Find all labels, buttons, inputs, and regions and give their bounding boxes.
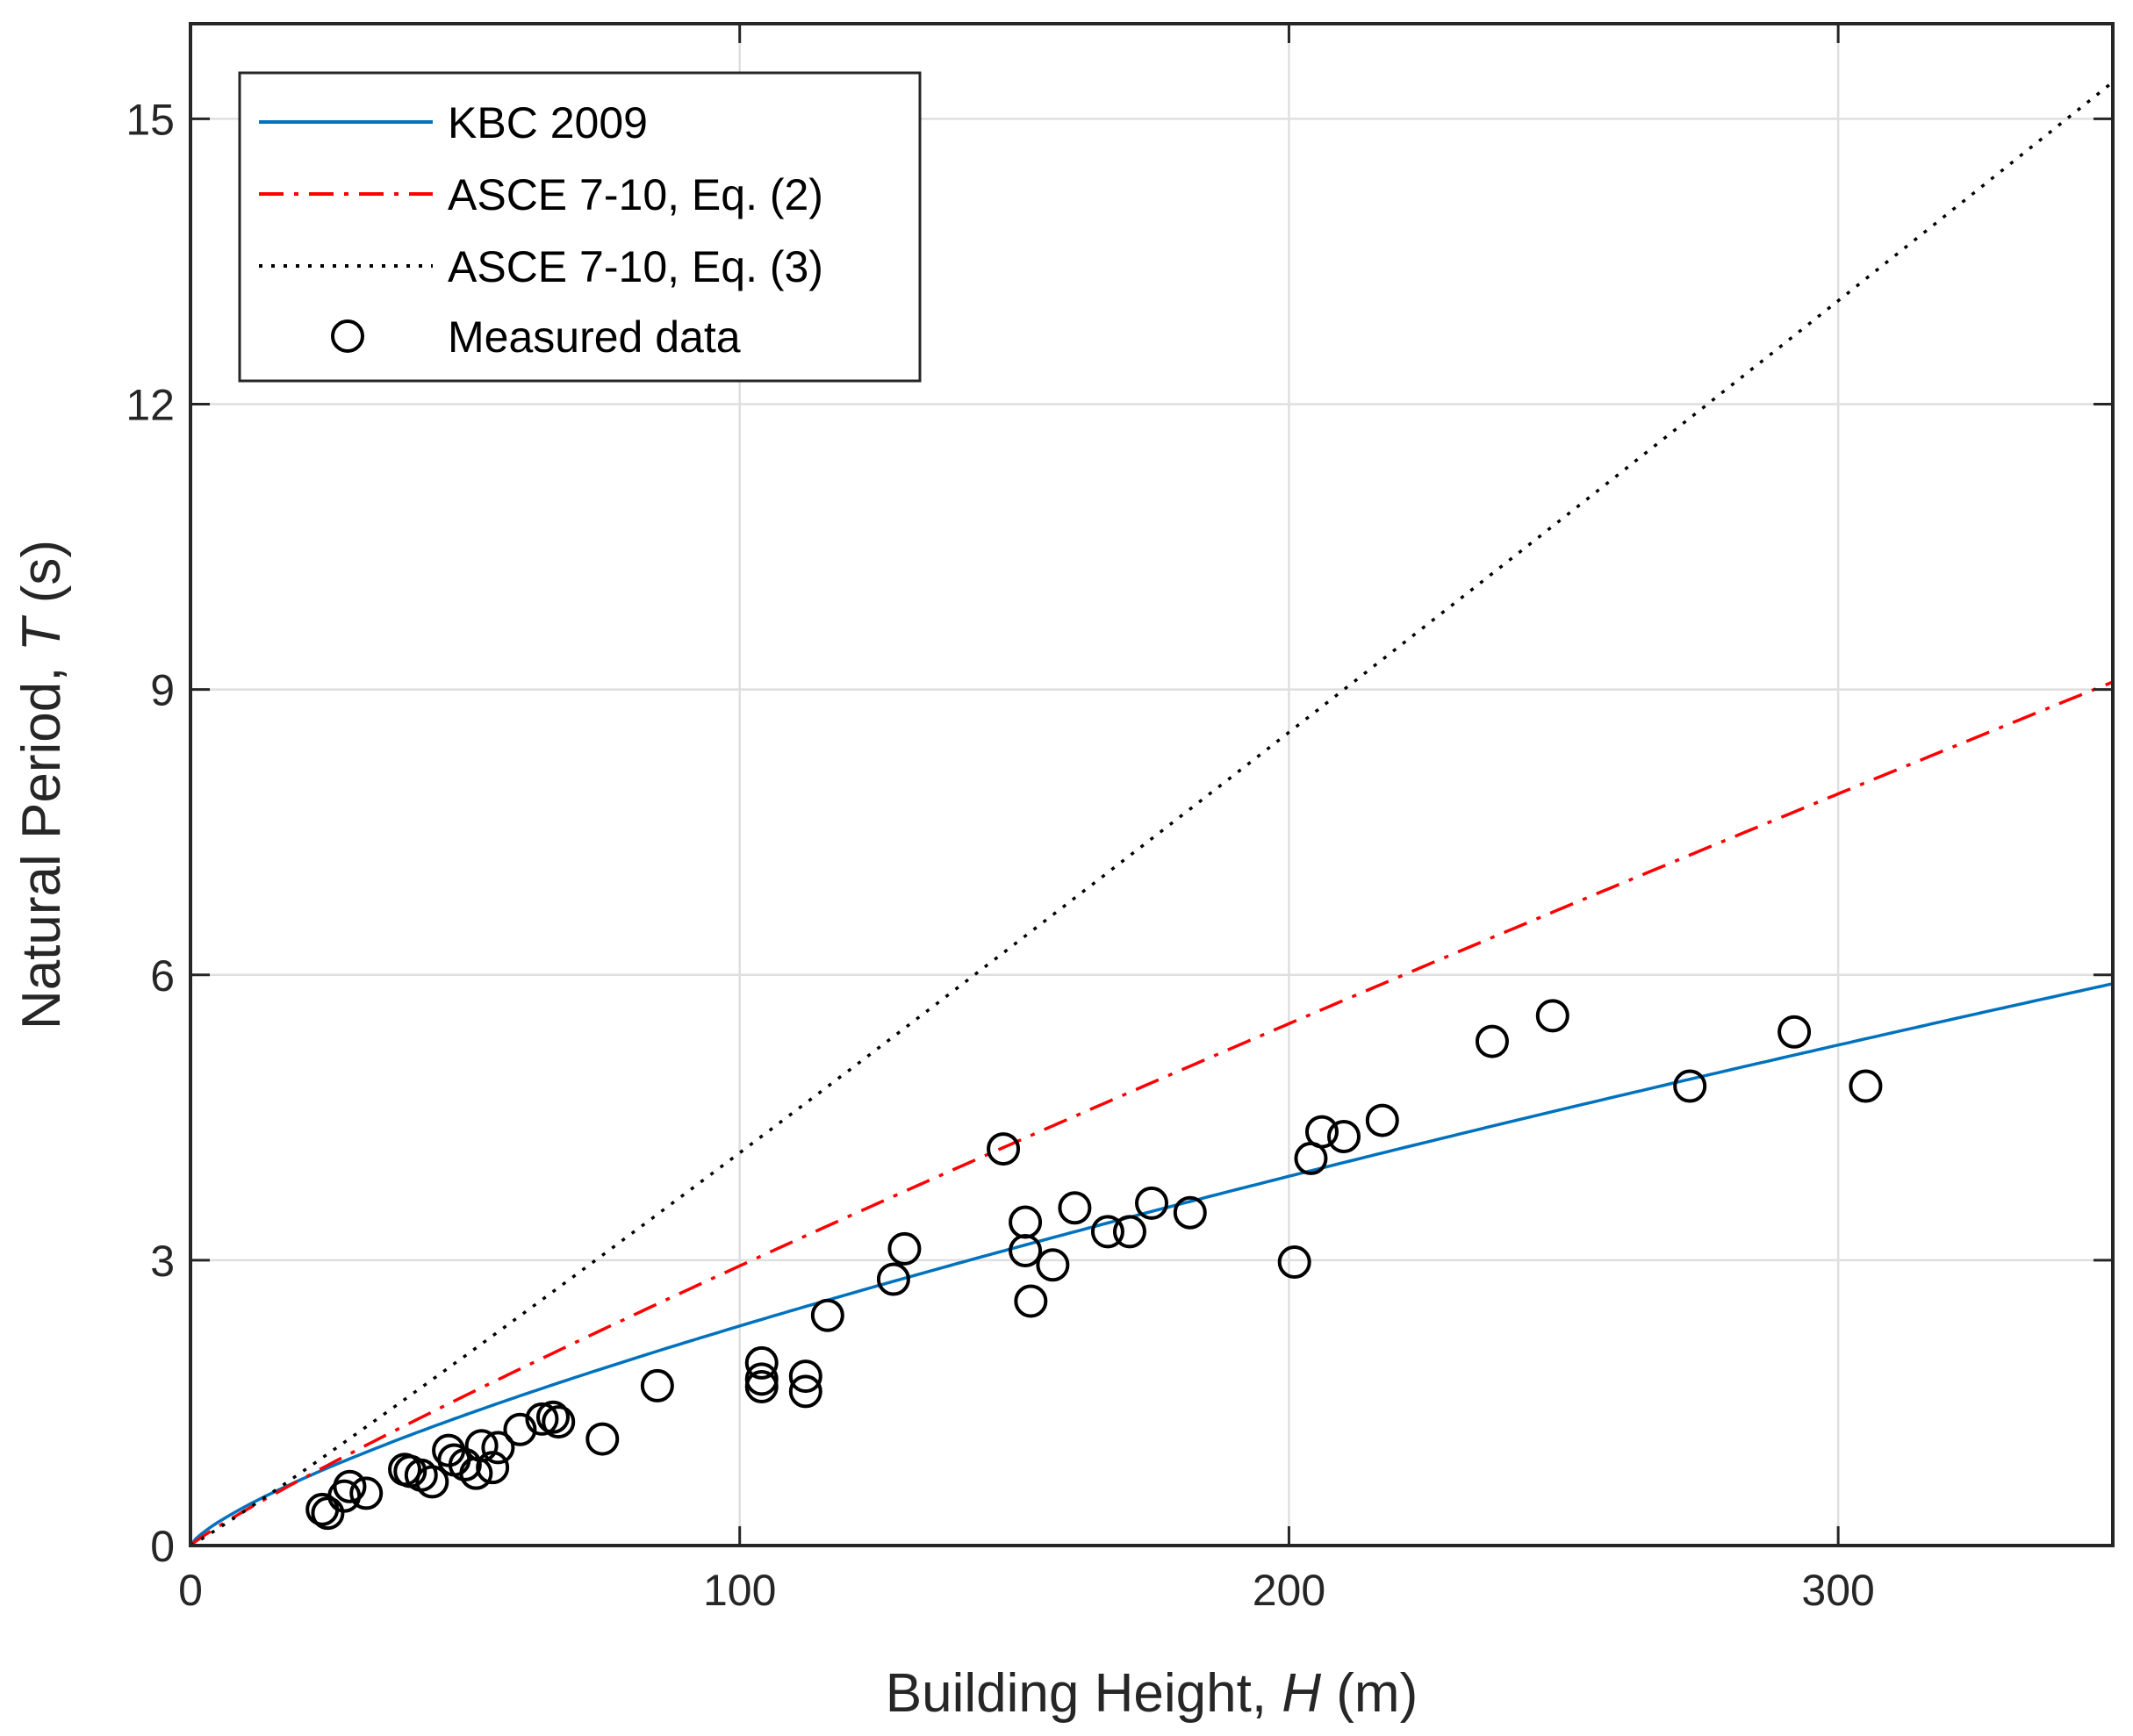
- data-point: [1475, 1024, 1509, 1058]
- data-point: [1304, 1115, 1339, 1149]
- legend-marker-measured: [331, 319, 364, 353]
- y-axis-title: Natural Period, T (s): [11, 540, 72, 1029]
- data-point: [525, 1402, 559, 1436]
- series-line-asce-eq2: [190, 680, 2113, 1546]
- series-line-asce-eq3: [190, 81, 2113, 1546]
- data-point: [887, 1231, 922, 1266]
- data-point: [744, 1362, 779, 1396]
- data-point: [1090, 1215, 1124, 1249]
- x-tick-label: 0: [178, 1566, 203, 1615]
- data-point: [448, 1447, 482, 1481]
- axis-ticks: 0 100 200 300 0 3 6 9 12 15: [126, 24, 2113, 1615]
- x-axis-title: Building Height, H (m): [886, 1663, 1418, 1724]
- legend-label-kbc2009: KBC 2009: [448, 98, 648, 147]
- data-point: [1365, 1103, 1399, 1137]
- data-point: [810, 1298, 844, 1332]
- data-point: [349, 1476, 384, 1510]
- legend-label-asce-eq2: ASCE 7-10, Eq. (2): [448, 170, 823, 219]
- x-tick-label: 200: [1253, 1566, 1325, 1615]
- data-point: [744, 1345, 779, 1380]
- data-point: [1778, 1015, 1812, 1049]
- data-point: [640, 1368, 674, 1402]
- data-point: [1036, 1248, 1070, 1282]
- data-point: [415, 1465, 449, 1499]
- y-tick-label: 6: [150, 951, 175, 1001]
- data-point: [1173, 1195, 1207, 1230]
- data-point: [1112, 1215, 1146, 1249]
- data-point: [464, 1429, 499, 1463]
- data-point: [1327, 1119, 1361, 1153]
- series-line-kbc2009: [190, 982, 2113, 1546]
- data-point: [1014, 1284, 1048, 1318]
- data-point: [503, 1412, 537, 1446]
- points-layer: [305, 999, 1883, 1531]
- data-point: [542, 1405, 576, 1439]
- data-point: [744, 1370, 779, 1404]
- series-layer: [190, 81, 2113, 1546]
- data-point: [1135, 1186, 1168, 1220]
- data-point: [788, 1359, 822, 1394]
- data-point: [476, 1451, 510, 1485]
- y-tick-label: 9: [150, 666, 175, 715]
- data-point: [1535, 999, 1569, 1033]
- data-point: [1673, 1069, 1707, 1103]
- data-point: [1058, 1191, 1092, 1225]
- data-point: [1009, 1234, 1043, 1268]
- legend-label-measured: Measured data: [448, 312, 741, 362]
- data-point: [535, 1400, 570, 1434]
- data-point: [481, 1431, 515, 1465]
- y-tick-label: 15: [126, 95, 175, 144]
- x-tick-label: 100: [703, 1566, 776, 1615]
- data-point: [585, 1422, 620, 1456]
- y-tick-label: 0: [150, 1522, 175, 1571]
- data-point: [987, 1132, 1021, 1166]
- y-tick-label: 12: [126, 381, 175, 430]
- plot-frame: [189, 22, 2115, 1547]
- legend-box: [238, 71, 922, 383]
- data-point: [1277, 1245, 1311, 1280]
- legend: KBC 2009 ASCE 7-10, Eq. (2) ASCE 7-10, E…: [238, 71, 922, 383]
- data-point: [1849, 1069, 1883, 1103]
- data-point: [788, 1374, 822, 1409]
- data-point: [876, 1262, 910, 1296]
- y-tick-label: 3: [150, 1237, 175, 1286]
- data-point: [333, 1469, 367, 1503]
- x-tick-label: 300: [1801, 1566, 1874, 1615]
- legend-label-asce-eq3: ASCE 7-10, Eq. (3): [448, 242, 823, 291]
